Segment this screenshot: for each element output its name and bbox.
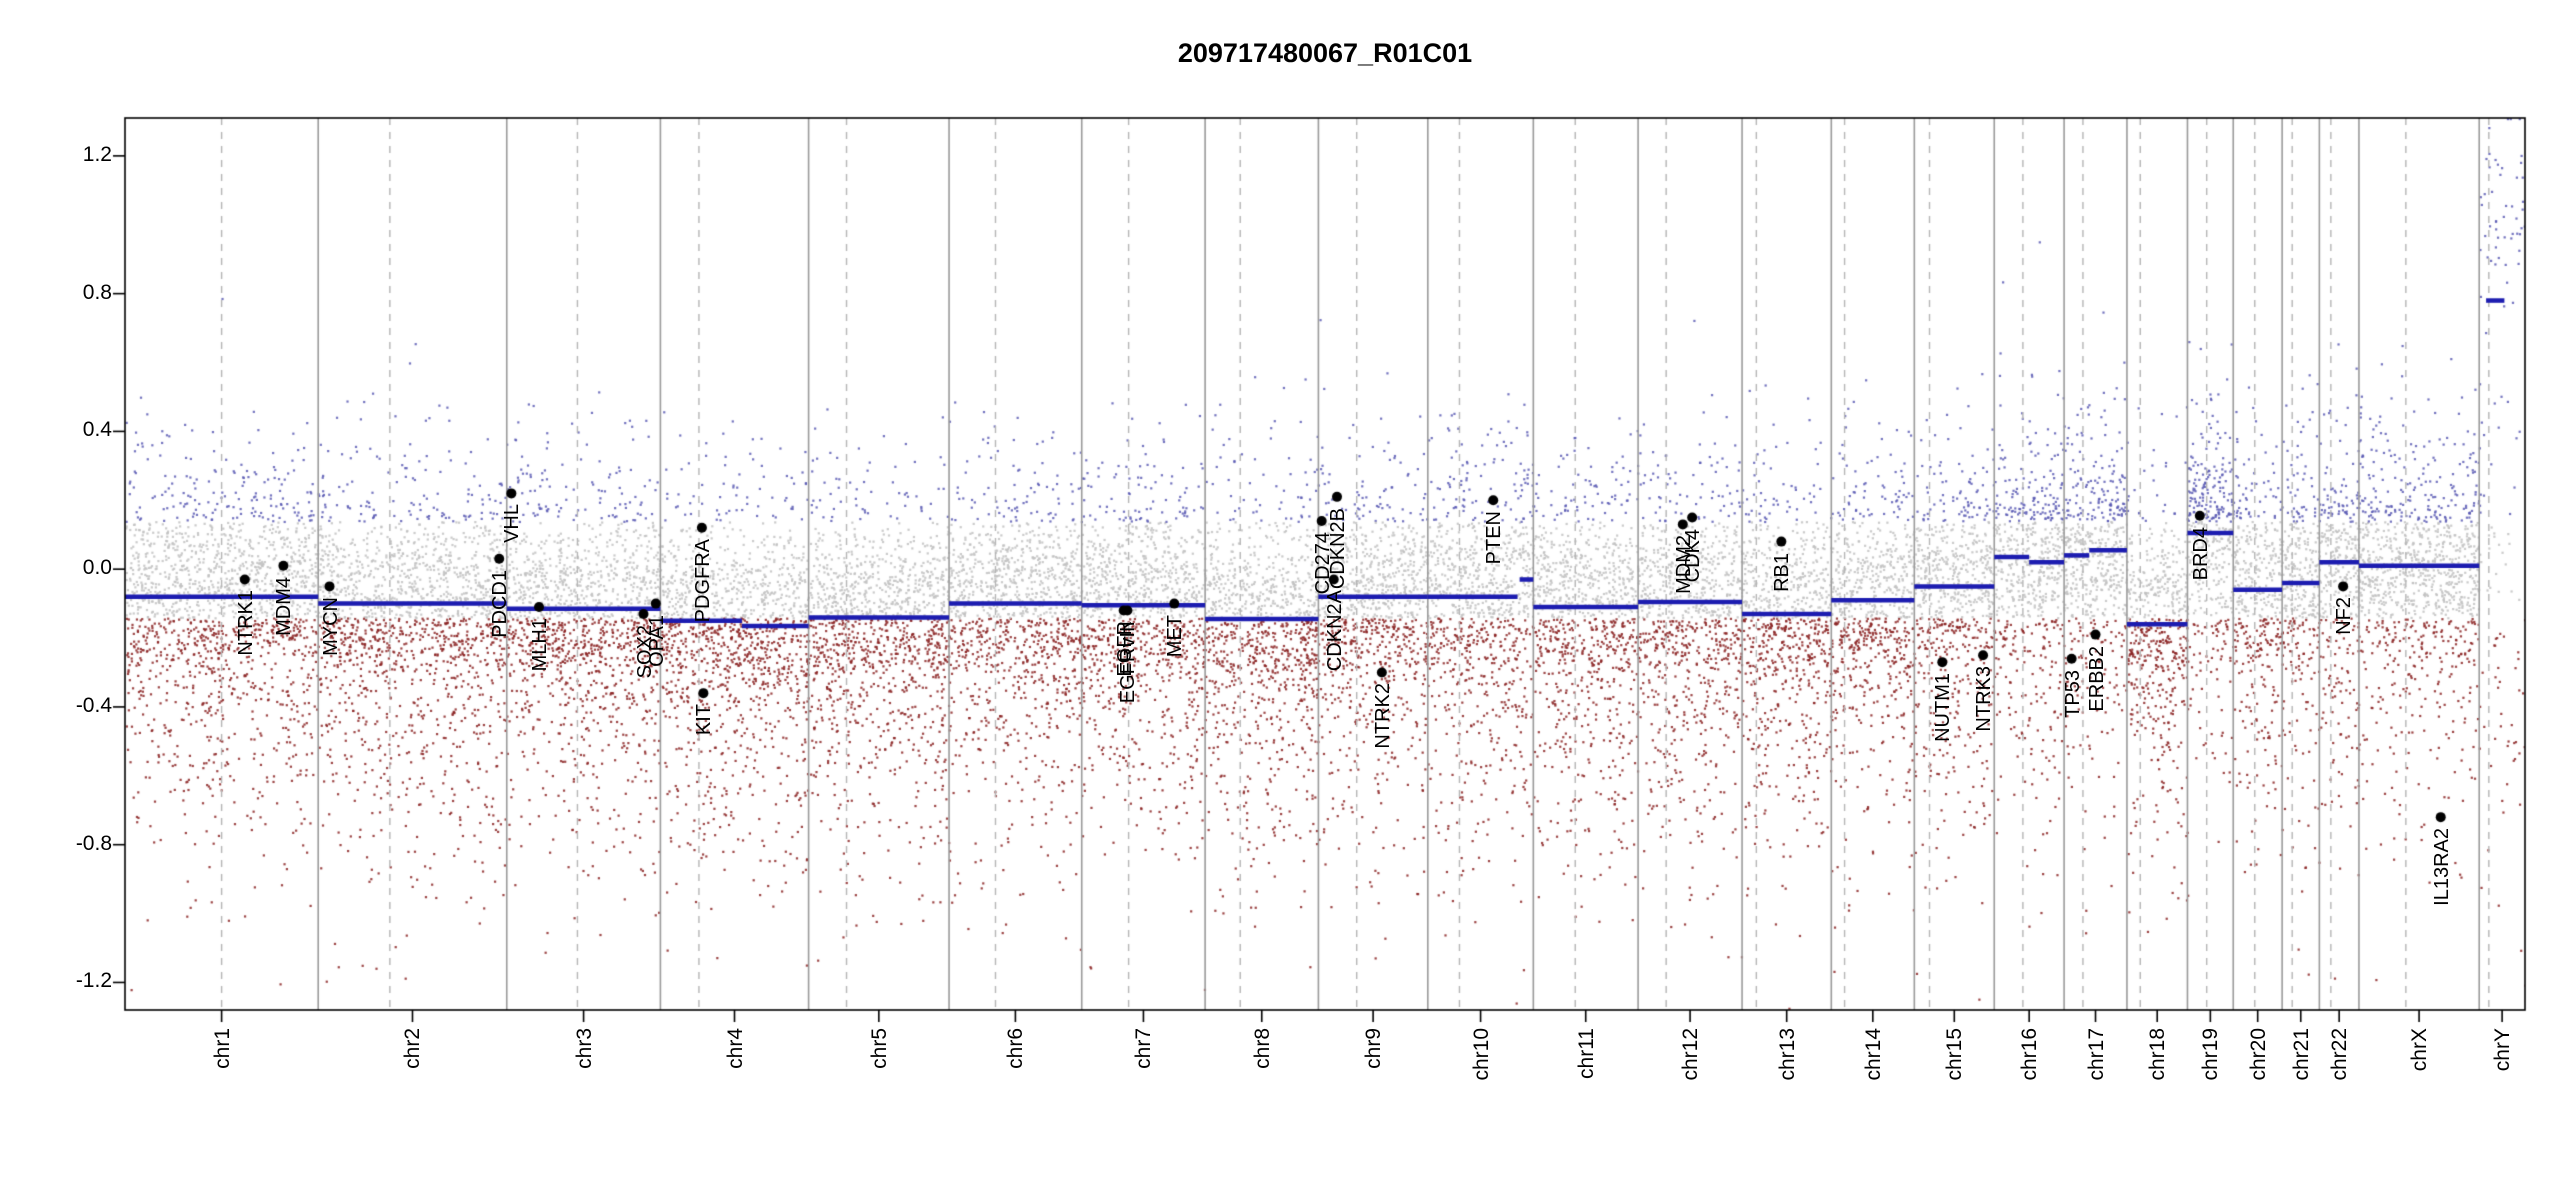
plot-title: 209717480067_R01C01 bbox=[1177, 38, 1473, 68]
